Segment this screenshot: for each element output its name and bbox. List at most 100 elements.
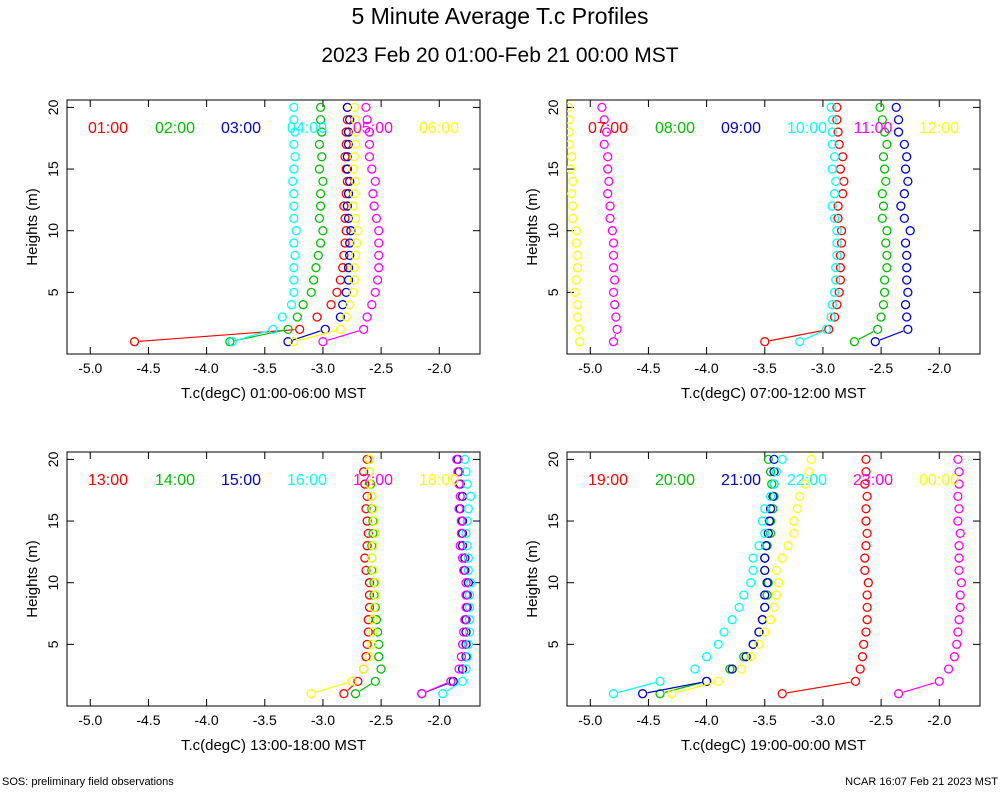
data-point [859,639,869,649]
data-point [769,602,779,613]
data-point [568,213,578,224]
legend-entry: 18:00 [419,472,459,489]
data-point [777,553,787,563]
y-tick-label: 15 [45,513,61,529]
series-connector [236,330,269,341]
data-point [306,689,316,699]
data-point [364,467,375,477]
data-point [367,164,377,174]
y-axis-label: Heights (m) [524,540,541,618]
data-point [342,102,353,113]
data-point [368,565,378,576]
plot-frame [66,451,481,707]
series-connector [769,329,824,342]
chart-panel-3: -5.0 -4.5 -4.0 -3.5 -3.0 -2.5 -2.0 5 10 15 20 T.c(d… [24,451,481,754]
data-point [341,226,351,236]
plot-frame [566,451,981,707]
data-point [902,275,912,285]
data-point [361,652,371,662]
data-point [370,176,380,187]
data-point [370,676,380,686]
data-point [370,590,380,600]
data-point [362,312,372,322]
legend-entry: 00:00 [919,472,959,489]
data-point [833,213,843,224]
data-point [879,287,890,297]
y-tick-label: 5 [545,640,561,648]
series-connector [664,682,702,693]
data-point [456,528,467,539]
data-point [571,275,581,285]
legend-entry: 02:00 [155,120,195,137]
data-point [364,479,375,489]
data-point [876,312,886,322]
data-point [800,479,811,489]
x-tick-label: -3.5 [253,360,277,376]
data-point [829,152,840,162]
data-point [954,553,964,563]
data-point [826,102,836,113]
chart-panel-2: -5.0 -4.5 -4.0 -3.5 -3.0 -2.5 -2.0 5 10 15 20 T.c(d… [524,99,981,402]
data-point [371,213,382,224]
data-point [342,164,353,174]
data-point [367,491,377,502]
data-point [832,250,842,261]
data-point [314,164,325,174]
data-point [777,689,787,699]
data-point [360,479,370,489]
data-point [748,553,758,563]
data-point [374,238,384,248]
data-point [877,115,887,125]
data-point [612,324,622,334]
data-point [954,541,964,551]
data-point [850,676,861,686]
data-point [881,238,891,248]
series-connector [618,682,656,693]
legend-entry: 10:00 [787,120,827,137]
x-tick-label: -2.0 [927,712,951,728]
data-point [277,312,287,322]
data-point [456,652,467,662]
data-point [290,152,300,162]
data-point [789,516,799,526]
data-point [760,337,770,347]
legend-entry: 15:00 [221,472,261,489]
data-point [862,590,872,600]
data-point [608,689,619,699]
data-point [769,479,779,489]
footer-note: SOS: preliminary field observations [2,776,174,788]
page-subtitle: 2023 Feb 20 01:00-Feb 21 00:00 MST [321,44,679,67]
legend-entry: 17:00 [353,472,393,489]
data-point [374,639,384,649]
data-point [765,615,776,625]
y-tick-label: 5 [45,640,61,648]
data-point [572,250,583,261]
data-point [760,504,770,514]
data-point [954,615,964,625]
data-point [905,226,915,236]
data-point [456,516,467,526]
legend-entry: 22:00 [787,472,827,489]
data-point [902,312,912,322]
data-point [739,590,749,600]
data-point [370,528,380,539]
data-point [314,213,325,224]
data-point [736,664,747,674]
data-point [829,287,840,297]
data-point [362,115,372,125]
data-point [318,226,328,236]
data-point [836,238,847,248]
x-axis-label: T.c(degC) 13:00-18:00 MST [181,737,366,754]
data-point [353,226,363,236]
data-point [364,454,375,465]
data-point [637,689,648,699]
data-point [350,139,361,150]
data-point [571,238,581,248]
data-point [362,516,372,526]
data-point [599,139,609,150]
x-tick-label: -4.5 [136,360,160,376]
data-point [306,287,316,297]
data-point [832,102,842,113]
data-point [713,676,723,686]
data-point [290,127,300,137]
